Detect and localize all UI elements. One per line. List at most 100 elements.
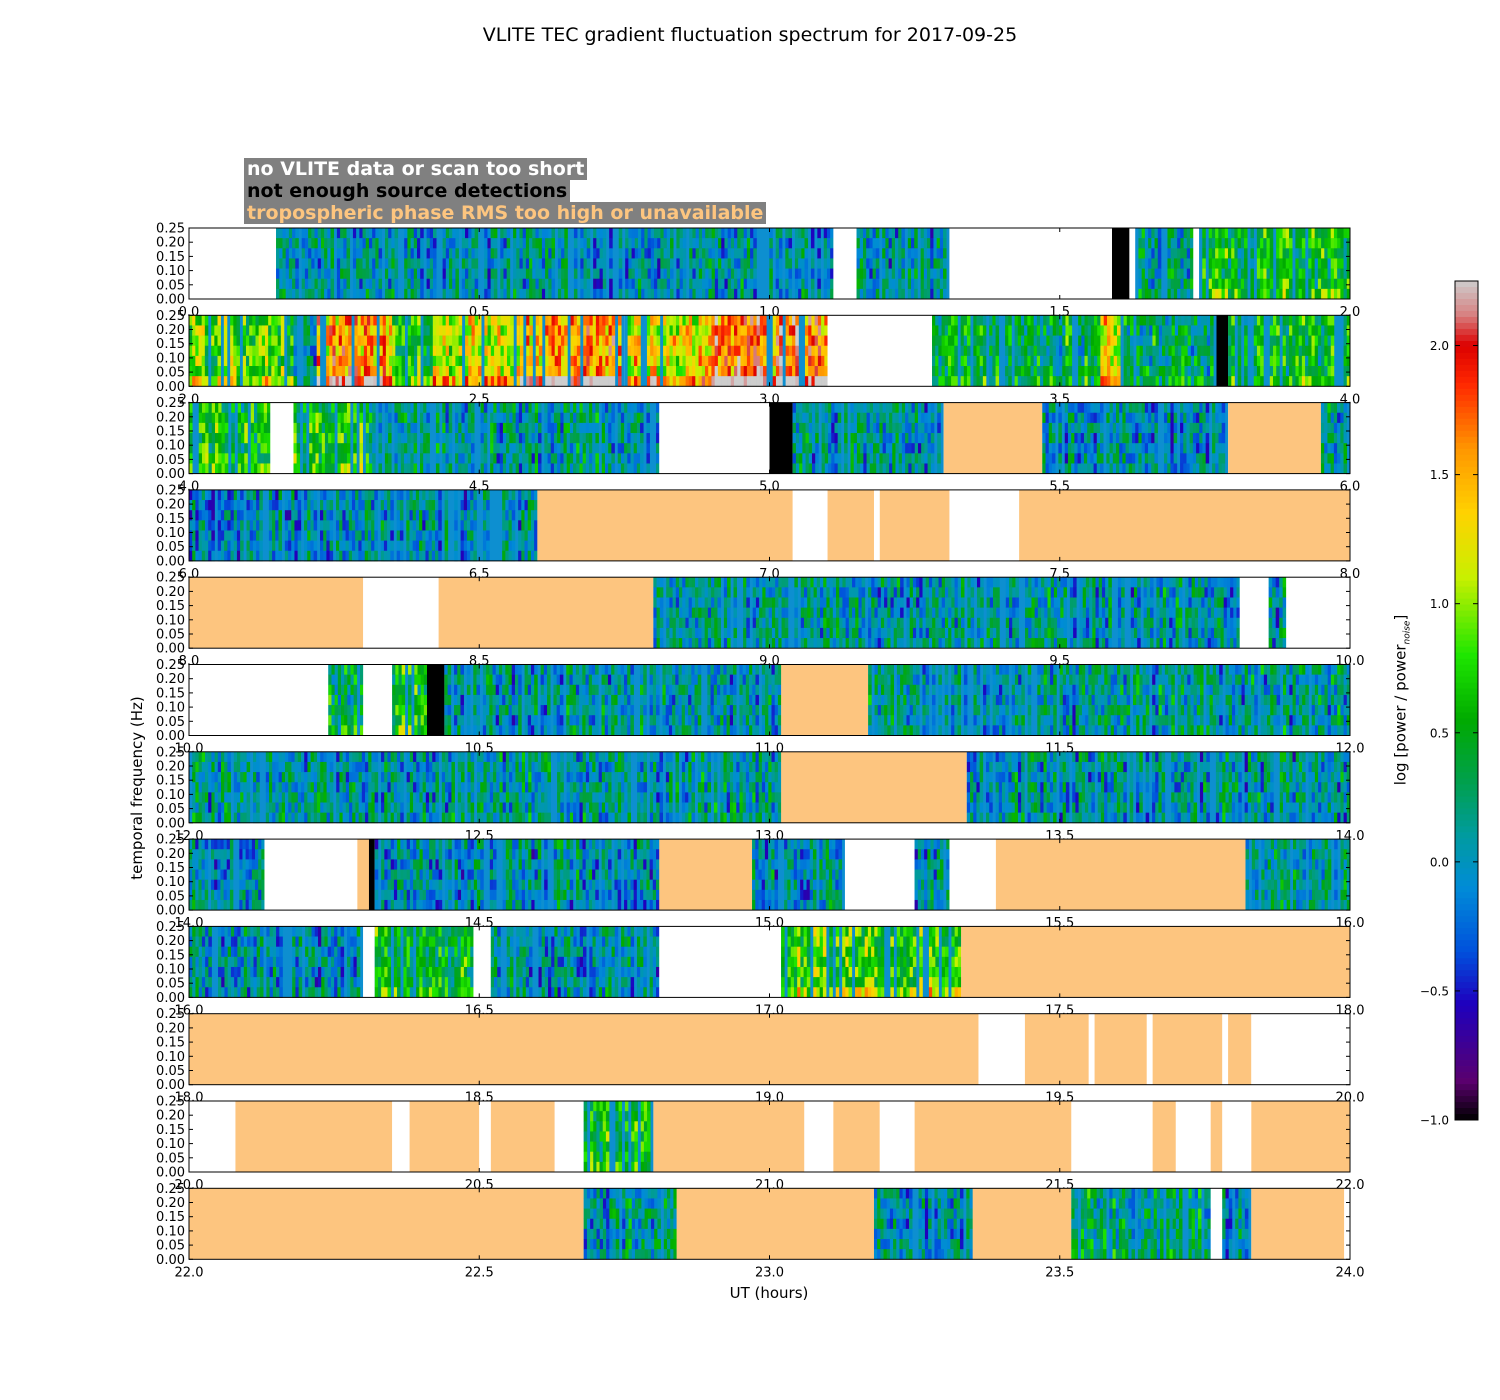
y-tick-label: 0.05 xyxy=(156,628,185,643)
y-tick-label: 0.05 xyxy=(156,366,185,381)
y-tick-label: 0.25 xyxy=(156,1007,185,1022)
segment-no-data xyxy=(473,926,491,998)
chart-title: VLITE TEC gradient fluctuation spectrum … xyxy=(482,24,1018,46)
segment-data xyxy=(1123,315,1217,387)
segment-tropo xyxy=(781,751,967,823)
segment-no-data xyxy=(479,1101,491,1172)
segment-data xyxy=(856,228,950,300)
segment-tropo xyxy=(409,1101,480,1172)
segment-data xyxy=(583,1188,677,1260)
y-tick-label: 0.05 xyxy=(156,540,185,555)
segment-no-data xyxy=(659,926,782,998)
y-tick-label: 0.00 xyxy=(156,293,185,308)
y-tick-label: 0.00 xyxy=(156,816,185,831)
panel-11: 0.000.050.100.150.200.25 22.0 22.5 23.0 23.5… xyxy=(156,1182,1364,1281)
y-tick-label: 0.20 xyxy=(156,323,185,338)
segment-data xyxy=(1135,228,1194,300)
y-tick-label: 0.20 xyxy=(156,934,185,949)
segment-data xyxy=(792,402,944,474)
segment-data xyxy=(368,402,660,474)
segment-data xyxy=(583,1101,654,1173)
segment-data xyxy=(1100,315,1124,387)
segment-data xyxy=(316,315,393,387)
y-tick-label: 0.15 xyxy=(156,948,185,963)
segment-no-data xyxy=(264,839,358,911)
segment-tropo xyxy=(189,1188,584,1260)
y-tick-label: 0.15 xyxy=(156,1123,185,1138)
panel-4: 0.000.050.100.150.200.258.0 8.5 9.0 9.5 10.0 xyxy=(156,571,1364,670)
segment-data xyxy=(914,839,950,911)
segment-tropo xyxy=(676,1188,874,1260)
y-tick-label: 0.15 xyxy=(156,599,185,614)
segment-no-data xyxy=(978,1013,1025,1085)
colorbar-tick-label: −1.0 xyxy=(1420,1114,1449,1128)
legend-tropo: tropospheric phase RMS too high or unava… xyxy=(244,202,767,224)
y-tick-label: 0.10 xyxy=(156,875,185,890)
segment-data xyxy=(444,664,782,736)
segment-tropo xyxy=(1152,1101,1176,1172)
y-tick-label: 0.05 xyxy=(156,889,185,904)
segment-tropo xyxy=(781,664,869,736)
y-tick-label: 0.00 xyxy=(156,904,185,919)
segment-data xyxy=(653,577,1241,649)
segment-no-data xyxy=(1222,1013,1229,1085)
y-tick-label: 0.25 xyxy=(156,920,185,935)
segment-data xyxy=(189,315,294,387)
segment-tropo xyxy=(972,1188,1072,1260)
segment-data xyxy=(873,1188,973,1260)
y-tick-label: 0.20 xyxy=(156,236,185,251)
segment-few-detections xyxy=(769,402,793,474)
segment-no-data xyxy=(1239,577,1269,649)
segment-tropo xyxy=(438,577,654,649)
segment-data xyxy=(276,228,834,300)
y-tick-label: 0.10 xyxy=(156,351,185,366)
y-tick-label: 0.20 xyxy=(156,847,185,862)
segment-tropo xyxy=(995,839,1246,911)
segment-tropo xyxy=(1019,489,1350,561)
y-tick-label: 0.25 xyxy=(156,396,185,411)
segment-tropo xyxy=(943,402,1043,474)
x-tick-label: 22.5 xyxy=(465,1265,494,1280)
segment-no-data xyxy=(949,839,996,911)
y-tick-label: 0.10 xyxy=(156,1050,185,1065)
segment-tropo xyxy=(537,489,793,561)
segment-data xyxy=(966,751,1351,824)
segment-no-data xyxy=(1088,1013,1095,1085)
segment-tropo xyxy=(1228,1013,1252,1085)
y-tick-label: 0.20 xyxy=(156,760,185,775)
panel-1: 0.000.050.100.150.200.252.0 2.5 3.0 3.5 4.0 xyxy=(156,309,1360,408)
segment-no-data xyxy=(659,402,770,474)
x-tick-label: 24.0 xyxy=(1336,1265,1365,1280)
y-tick-label: 0.00 xyxy=(156,380,185,395)
y-tick-label: 0.10 xyxy=(156,1137,185,1152)
segment-data xyxy=(189,839,265,911)
segment-no-data xyxy=(392,1101,410,1172)
segment-no-data xyxy=(1286,577,1350,649)
segment-data xyxy=(1071,1188,1211,1260)
segment-tropo xyxy=(961,926,1350,998)
colorbar-tick-label: 0.0 xyxy=(1430,855,1449,869)
segment-data xyxy=(293,315,318,387)
segment-tropo xyxy=(833,1101,880,1172)
y-tick-label: 0.05 xyxy=(156,1239,185,1254)
y-tick-label: 0.15 xyxy=(156,425,185,440)
y-tick-label: 0.10 xyxy=(156,963,185,978)
segment-no-data xyxy=(1071,1101,1153,1172)
segment-data xyxy=(1222,1188,1252,1260)
y-tick-label: 0.15 xyxy=(156,686,185,701)
segment-data xyxy=(1199,228,1351,300)
y-tick-label: 0.10 xyxy=(156,526,185,541)
segment-data xyxy=(392,315,434,387)
segment-data xyxy=(293,402,370,474)
segment-data xyxy=(1042,402,1229,474)
segment-data xyxy=(1245,839,1351,911)
segment-no-data xyxy=(189,1101,236,1172)
y-tick-label: 0.15 xyxy=(156,1036,185,1051)
y-tick-label: 0.05 xyxy=(156,1064,185,1079)
segment-no-data xyxy=(363,577,439,649)
segment-no-data xyxy=(833,228,857,299)
y-tick-label: 0.10 xyxy=(156,264,185,279)
